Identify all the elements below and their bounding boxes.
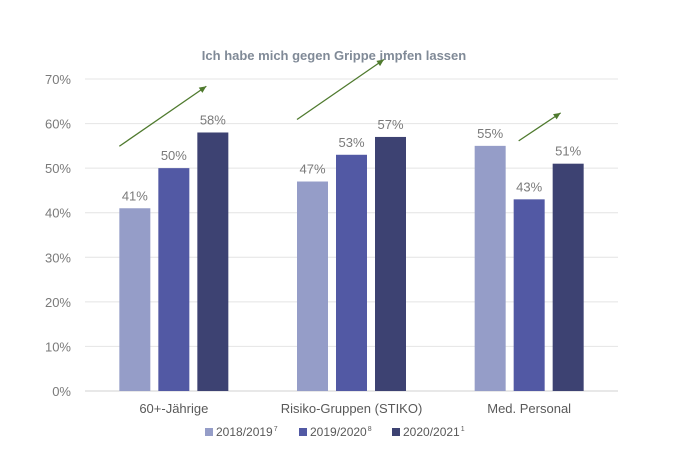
bar xyxy=(197,132,229,391)
bar xyxy=(552,163,584,391)
trend-arrows xyxy=(118,58,562,147)
legend-swatch xyxy=(299,428,307,436)
y-tick-label: 10% xyxy=(45,339,71,354)
data-label: 58% xyxy=(200,112,226,127)
x-axis-category-labels: 60+-Jährige Risiko-Gruppen (STIKO) Med. Pe… xyxy=(139,401,571,416)
legend-footnote: 8 xyxy=(368,426,372,433)
x-category-label: 60+-Jährige xyxy=(139,401,208,416)
y-tick-label: 0% xyxy=(52,384,71,399)
y-tick-label: 70% xyxy=(45,72,71,87)
bar xyxy=(474,145,506,391)
bar xyxy=(158,168,190,391)
y-tick-label: 50% xyxy=(45,161,71,176)
y-tick-label: 60% xyxy=(45,117,71,132)
y-tick-label: 30% xyxy=(45,250,71,265)
data-labels: 41% 50% 58% 47% 53% 57% 55% 43% 51% xyxy=(122,112,582,203)
trend-arrow-icon xyxy=(518,112,562,142)
legend-item: 2019/2020 8 xyxy=(299,425,372,439)
x-category-label: Med. Personal xyxy=(487,401,571,416)
legend-item: 2018/2019 7 xyxy=(205,425,278,439)
bar xyxy=(336,154,367,391)
legend-footnote: 7 xyxy=(274,426,278,433)
legend-label: 2020/2021 xyxy=(403,425,460,439)
bar xyxy=(119,208,151,391)
bars xyxy=(119,132,584,391)
legend-label: 2019/2020 xyxy=(310,425,367,439)
data-label: 51% xyxy=(555,144,581,159)
trend-arrow-icon xyxy=(296,58,385,121)
data-label: 53% xyxy=(338,135,364,150)
y-axis-tick-labels: 0% 10% 20% 30% 40% 50% 60% 70% xyxy=(45,72,71,399)
trend-arrow-icon xyxy=(118,85,207,147)
chart-title: Ich habe mich gegen Grippe impfen lassen xyxy=(202,48,466,63)
data-label: 50% xyxy=(161,148,187,163)
legend-footnote: 1 xyxy=(461,426,465,433)
data-label: 43% xyxy=(516,179,542,194)
data-label: 55% xyxy=(477,126,503,141)
legend-swatch xyxy=(392,428,400,436)
y-tick-label: 40% xyxy=(45,206,71,221)
legend-swatch xyxy=(205,428,213,436)
legend-label: 2018/2019 xyxy=(216,425,273,439)
data-label: 41% xyxy=(122,188,148,203)
bar xyxy=(375,136,406,391)
legend-item: 2020/2021 1 xyxy=(392,425,465,439)
bar xyxy=(297,181,328,391)
data-label: 47% xyxy=(299,162,325,177)
data-label: 57% xyxy=(377,117,403,132)
x-category-label: Risiko-Gruppen (STIKO) xyxy=(281,401,423,416)
y-tick-label: 20% xyxy=(45,295,71,310)
bar xyxy=(513,199,545,391)
legend: 2018/2019 7 2019/2020 8 2020/2021 1 xyxy=(205,425,465,439)
